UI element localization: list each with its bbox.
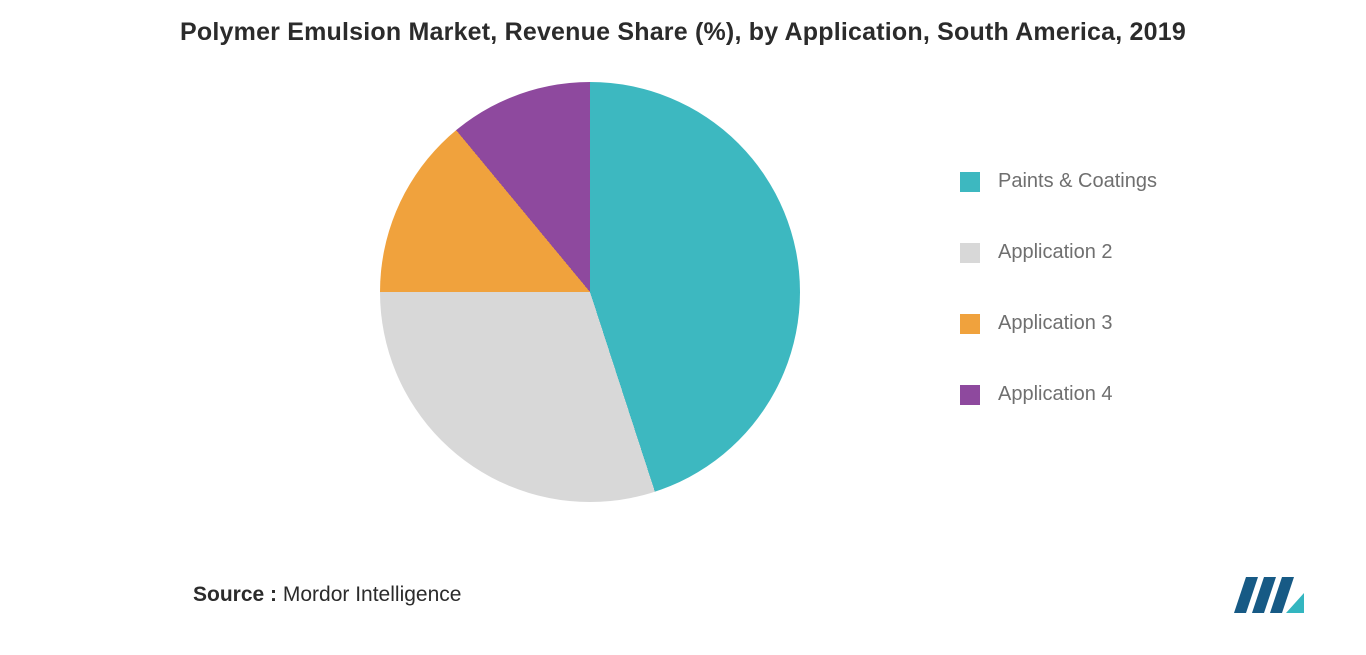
legend-swatch: [960, 385, 980, 405]
legend-item: Paints & Coatings: [960, 170, 1280, 193]
pie-chart: [380, 82, 800, 502]
legend: Paints & Coatings Application 2 Applicat…: [960, 170, 1280, 454]
legend-swatch: [960, 243, 980, 263]
legend-label: Application 2: [998, 241, 1113, 264]
legend-label: Paints & Coatings: [998, 170, 1157, 193]
source-label: Source :: [193, 583, 283, 606]
legend-item: Application 4: [960, 383, 1280, 406]
legend-swatch: [960, 314, 980, 334]
legend-label: Application 4: [998, 383, 1113, 406]
mordor-logo-icon: [1232, 571, 1306, 615]
source-line: Source : Mordor Intelligence: [193, 583, 461, 607]
legend-item: Application 3: [960, 312, 1280, 335]
legend-item: Application 2: [960, 241, 1280, 264]
source-value: Mordor Intelligence: [283, 583, 462, 606]
legend-label: Application 3: [998, 312, 1113, 335]
chart-title: Polymer Emulsion Market, Revenue Share (…: [0, 18, 1366, 47]
legend-swatch: [960, 172, 980, 192]
pie-graphic: [380, 82, 800, 502]
